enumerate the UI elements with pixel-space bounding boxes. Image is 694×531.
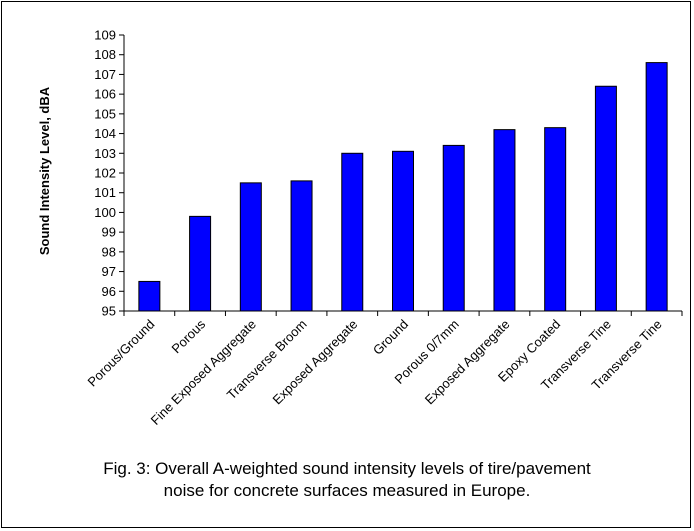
y-tick-label: 103 — [94, 146, 116, 161]
plot-area: 95 96 97 98 99 100 101 102 103 104 105 106 107 108 109… — [85, 28, 683, 428]
bar — [594, 85, 617, 312]
bar — [290, 180, 313, 312]
bar — [544, 127, 567, 312]
bar — [239, 182, 262, 312]
bar — [645, 62, 668, 312]
y-tick-label: 104 — [94, 126, 116, 141]
y-tick-label: 105 — [94, 106, 116, 121]
bar — [341, 152, 364, 312]
caption-line-2: noise for concrete surfaces measured in … — [163, 481, 531, 500]
y-tick-label: 108 — [94, 47, 116, 62]
x-category-label: Exposed Aggregate — [270, 317, 361, 408]
y-tick-label: 107 — [94, 67, 116, 82]
bar — [442, 144, 465, 312]
y-tick-label: 109 — [94, 28, 116, 43]
y-tick-label: 95 — [102, 304, 116, 319]
y-tick-label: 97 — [102, 264, 116, 279]
x-category-label: Porous/Ground — [85, 317, 158, 390]
bar — [189, 215, 212, 312]
x-category-label: Ground — [370, 317, 411, 358]
caption-line-1: Fig. 3: Overall A-weighted sound intensi… — [103, 459, 591, 478]
bar — [138, 280, 161, 312]
bar-chart: Sound Intensity Level, dBA 95 96 97 98 99 100… — [37, 28, 683, 428]
y-tick-label: 98 — [102, 244, 116, 259]
bar — [392, 150, 414, 312]
y-tick-label: 96 — [102, 284, 116, 299]
bar — [493, 129, 516, 312]
y-axis-label: Sound Intensity Level, dBA — [37, 86, 52, 255]
y-tick-label: 102 — [94, 166, 116, 181]
y-tick-label: 106 — [94, 87, 116, 102]
y-tick-label: 100 — [94, 205, 116, 220]
x-category-label: Porous — [168, 316, 208, 356]
y-tick-label: 99 — [102, 225, 116, 240]
x-category-label: Exposed Aggregate — [422, 317, 513, 408]
y-tick-label: 101 — [94, 185, 116, 200]
figure-caption: Fig. 3: Overall A-weighted sound intensi… — [0, 458, 694, 502]
